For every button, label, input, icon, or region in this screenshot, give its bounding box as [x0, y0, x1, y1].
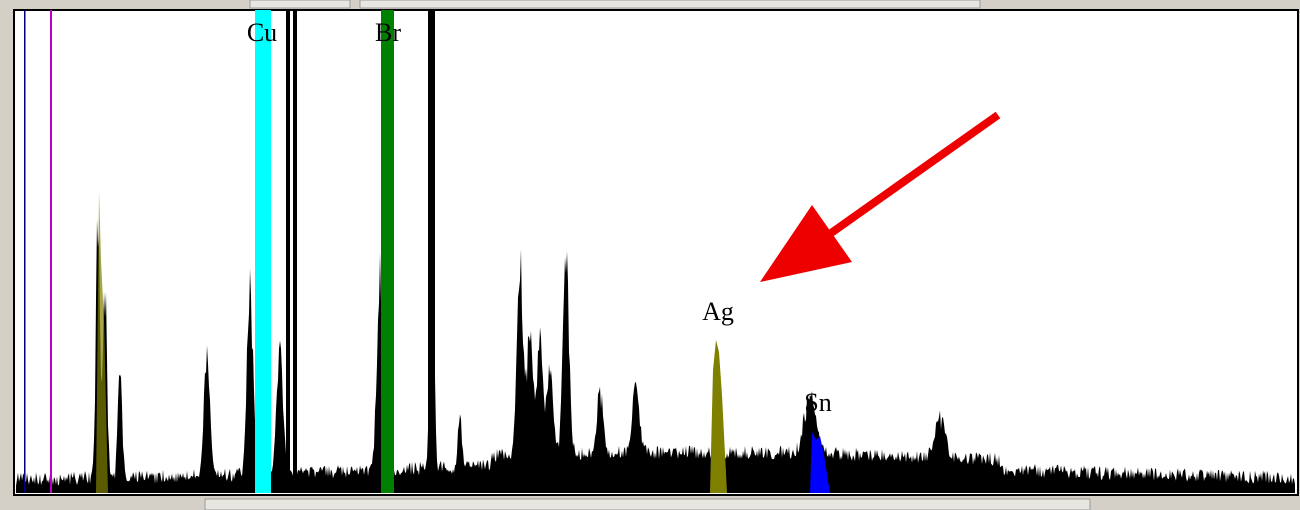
arrow-head: [760, 205, 852, 282]
peak-label: Cu: [247, 18, 277, 47]
arrow-shaft: [797, 111, 1001, 259]
plot-area: [13, 9, 1299, 496]
arrow: [760, 111, 1001, 282]
element-peak: [810, 432, 830, 493]
scroll-thumb[interactable]: [359, 0, 981, 9]
element-band: [428, 10, 435, 493]
scroll-thumb[interactable]: [249, 0, 351, 9]
peak-label: Ag: [702, 297, 734, 326]
element-peak: [96, 192, 108, 493]
element-peak: [710, 340, 727, 493]
spectrum: [16, 10, 1295, 493]
element-band: [255, 10, 271, 493]
scroll-thumb[interactable]: [204, 498, 1091, 510]
peak-label: Br: [375, 18, 401, 47]
element-band: [24, 10, 26, 493]
peak-label: Sn: [804, 388, 831, 417]
element-band: [381, 10, 394, 493]
element-band: [286, 10, 290, 493]
element-band: [50, 10, 52, 493]
element-band: [293, 10, 297, 493]
